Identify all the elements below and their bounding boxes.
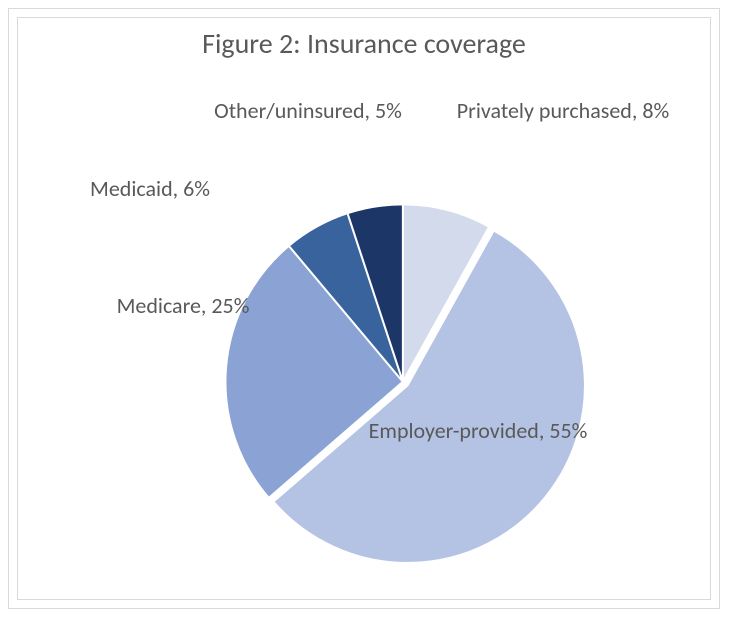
slice-label-employer_provided: Employer-provided, 55%: [358, 418, 598, 444]
chart-inner-frame: Figure 2: Insurance coverage Privately p…: [17, 17, 711, 600]
slice-label-medicare: Medicare, 25%: [88, 293, 278, 319]
chart-outer-frame: Figure 2: Insurance coverage Privately p…: [8, 8, 720, 609]
slice-label-medicaid: Medicaid, 6%: [35, 176, 265, 202]
slice-label-privately_purchased: Privately purchased, 8%: [448, 98, 678, 124]
slice-label-other_uninsured: Other/uninsured, 5%: [173, 98, 443, 124]
